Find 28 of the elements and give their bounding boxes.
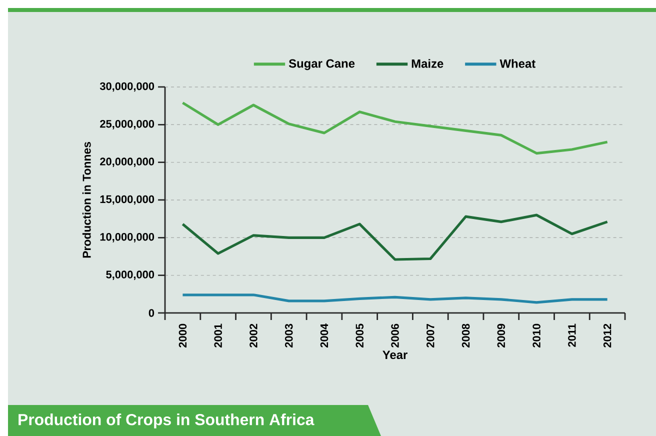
x-tick-label: 2009 xyxy=(497,324,506,348)
x-tick-label: 2008 xyxy=(462,324,470,348)
x-tick-label: 2002 xyxy=(250,324,258,348)
x-tick-label: 2004 xyxy=(320,324,328,348)
legend-label: Wheat xyxy=(500,59,536,68)
x-tick-label: 2012 xyxy=(603,324,612,348)
line-series xyxy=(181,102,609,155)
y-tick-label: 5,000,000 xyxy=(106,270,154,280)
x-tick-label: 2006 xyxy=(391,324,399,348)
y-tick-label: 15,000,000 xyxy=(100,195,154,205)
y-tick-label: 10,000,000 xyxy=(100,232,154,242)
text: Production of Crops in Southern Africa xyxy=(18,414,314,428)
y-tick-label: 30,000,000 xyxy=(100,82,154,92)
x-tick-label: 2011 xyxy=(568,324,576,347)
y-tick-label: 0 xyxy=(148,309,154,317)
x-tick-label: 2001 xyxy=(214,324,222,348)
x-axis-title: Year xyxy=(382,350,408,360)
legend-label: Maize xyxy=(412,59,444,68)
legend-label: Sugar Cane xyxy=(288,59,355,70)
line-series xyxy=(181,214,609,261)
x-tick-label: 2010 xyxy=(532,324,540,348)
x-tick-label: 2005 xyxy=(356,324,364,348)
y-tick-label: 20,000,000 xyxy=(100,158,154,167)
y-tick-label: 25,000,000 xyxy=(100,120,154,130)
x-tick-label: 2000 xyxy=(178,324,187,348)
x-tick-label: 2007 xyxy=(426,324,434,348)
y-axis-title: Production in Tonnes xyxy=(82,142,91,258)
x-tick-label: 2003 xyxy=(284,324,293,348)
